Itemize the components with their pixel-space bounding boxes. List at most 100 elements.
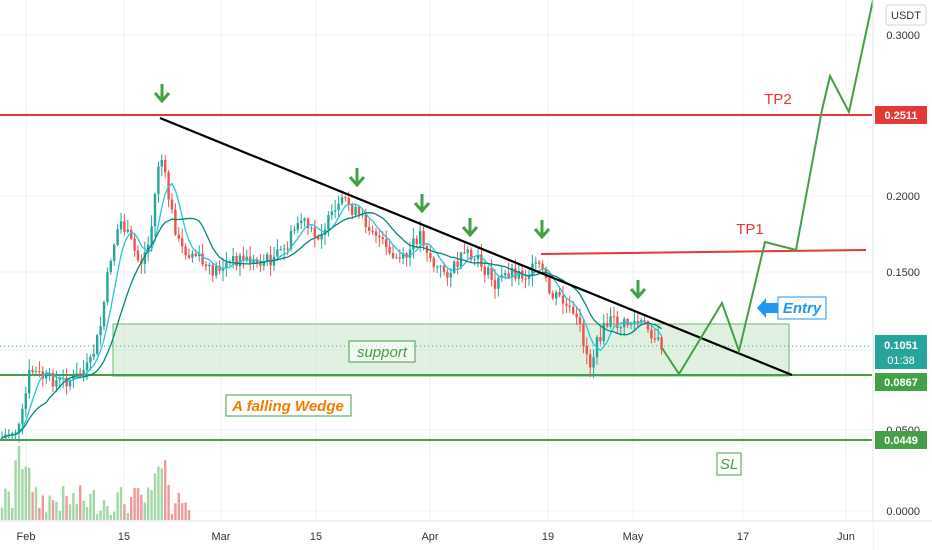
volume-bar bbox=[153, 473, 157, 520]
candle-body bbox=[351, 204, 354, 215]
volume-bar bbox=[38, 507, 41, 520]
candle-body bbox=[235, 256, 238, 267]
candle-body bbox=[85, 362, 89, 370]
candle-body bbox=[211, 264, 214, 276]
candle-body bbox=[572, 306, 575, 314]
support-zone bbox=[112, 323, 790, 377]
candle-body bbox=[510, 268, 514, 278]
support-label: support bbox=[357, 344, 408, 361]
candle-body bbox=[327, 215, 330, 230]
candle-body bbox=[592, 357, 595, 368]
candle-body bbox=[34, 371, 38, 373]
volume-bar bbox=[41, 495, 44, 520]
candle-body bbox=[623, 318, 626, 328]
candle-body bbox=[0, 437, 4, 439]
candle-body bbox=[412, 238, 415, 250]
tp2-label: TP2 bbox=[764, 91, 792, 108]
volume-bar bbox=[113, 511, 116, 520]
x-tick-label: Mar bbox=[212, 531, 231, 543]
candle-body bbox=[208, 264, 211, 267]
candle-body bbox=[279, 249, 282, 251]
tp2-price-tag: 0.2511 bbox=[875, 106, 927, 124]
candle-body bbox=[262, 261, 265, 266]
entry-callout[interactable]: Entry bbox=[757, 296, 827, 320]
volume-bar bbox=[123, 504, 126, 520]
arrow-down-icon bbox=[348, 168, 366, 188]
volume-bar bbox=[136, 488, 140, 520]
candle-body bbox=[453, 261, 456, 273]
candle-body bbox=[589, 354, 592, 368]
volume-bar bbox=[140, 494, 143, 520]
candle-body bbox=[381, 237, 384, 240]
price-projection-path[interactable] bbox=[661, 0, 874, 376]
candle-body bbox=[160, 159, 163, 167]
candle-body bbox=[289, 230, 293, 249]
candle-body bbox=[133, 238, 136, 251]
svg-text:0.0867: 0.0867 bbox=[884, 377, 918, 389]
candle-body bbox=[269, 254, 272, 266]
wedge-label: A falling Wedge bbox=[231, 398, 344, 415]
x-tick-label: 15 bbox=[310, 531, 322, 543]
candle-body bbox=[238, 255, 242, 267]
candle-body bbox=[106, 272, 109, 302]
currency-badge bbox=[885, 4, 927, 26]
candle-body bbox=[109, 260, 112, 273]
candle-body bbox=[357, 206, 361, 215]
candle-body bbox=[646, 321, 650, 330]
candle-body bbox=[75, 373, 78, 375]
svg-text:0.2511: 0.2511 bbox=[884, 110, 917, 122]
volume-bar bbox=[68, 504, 72, 520]
candle-body bbox=[147, 244, 150, 253]
volume-bar bbox=[157, 466, 160, 520]
grid bbox=[0, 0, 872, 520]
candle-body bbox=[119, 221, 123, 230]
candle-body bbox=[113, 244, 116, 261]
candle-body bbox=[551, 293, 554, 299]
candle-body bbox=[123, 221, 126, 232]
candle-body bbox=[320, 234, 323, 240]
candle-body bbox=[296, 223, 299, 230]
volume-bars bbox=[0, 445, 191, 520]
candle-body bbox=[164, 159, 167, 173]
candle-body bbox=[561, 295, 565, 304]
candle-body bbox=[446, 272, 449, 278]
candle-body bbox=[143, 252, 146, 264]
candle-body bbox=[500, 275, 503, 278]
candle-body bbox=[456, 261, 459, 267]
candle-body bbox=[374, 231, 378, 236]
candle-body bbox=[660, 337, 663, 350]
tp1-level-line[interactable] bbox=[540, 249, 867, 255]
candle-body bbox=[177, 234, 180, 239]
time-axis[interactable]: Feb 15 Mar 15 Apr 19 May 17 Jun bbox=[0, 520, 932, 550]
candle-body bbox=[55, 380, 58, 387]
candle-body bbox=[517, 270, 520, 279]
volume-bar bbox=[160, 468, 163, 520]
candle-body bbox=[14, 432, 17, 434]
candle-body bbox=[643, 320, 646, 322]
candle-body bbox=[303, 218, 306, 221]
candle-body bbox=[102, 301, 106, 327]
candle-body bbox=[548, 278, 551, 294]
falling-wedge-trendline[interactable] bbox=[159, 116, 793, 377]
price-axis[interactable]: USDT 0.30000.25000.20000.15000.10000.050… bbox=[872, 0, 932, 550]
current-price-value: 0.1051 bbox=[884, 340, 918, 352]
candle-body bbox=[187, 255, 191, 258]
volume-bar bbox=[184, 502, 187, 520]
candle-body bbox=[337, 203, 340, 211]
candle-body bbox=[582, 323, 585, 346]
candle-body bbox=[555, 292, 558, 299]
candle-body bbox=[201, 253, 204, 265]
volume-bar bbox=[116, 492, 119, 520]
volume-bar bbox=[31, 491, 34, 520]
candle-body bbox=[436, 266, 439, 268]
candle-body bbox=[194, 253, 197, 257]
candle-body bbox=[184, 246, 187, 256]
candle-body bbox=[402, 253, 405, 259]
candle-body bbox=[153, 194, 157, 227]
candle-body bbox=[17, 423, 21, 433]
candle-body bbox=[11, 433, 14, 435]
candle-body bbox=[606, 323, 609, 327]
y-tick-label: 0.0000 bbox=[886, 506, 920, 518]
volume-bar bbox=[143, 502, 146, 520]
